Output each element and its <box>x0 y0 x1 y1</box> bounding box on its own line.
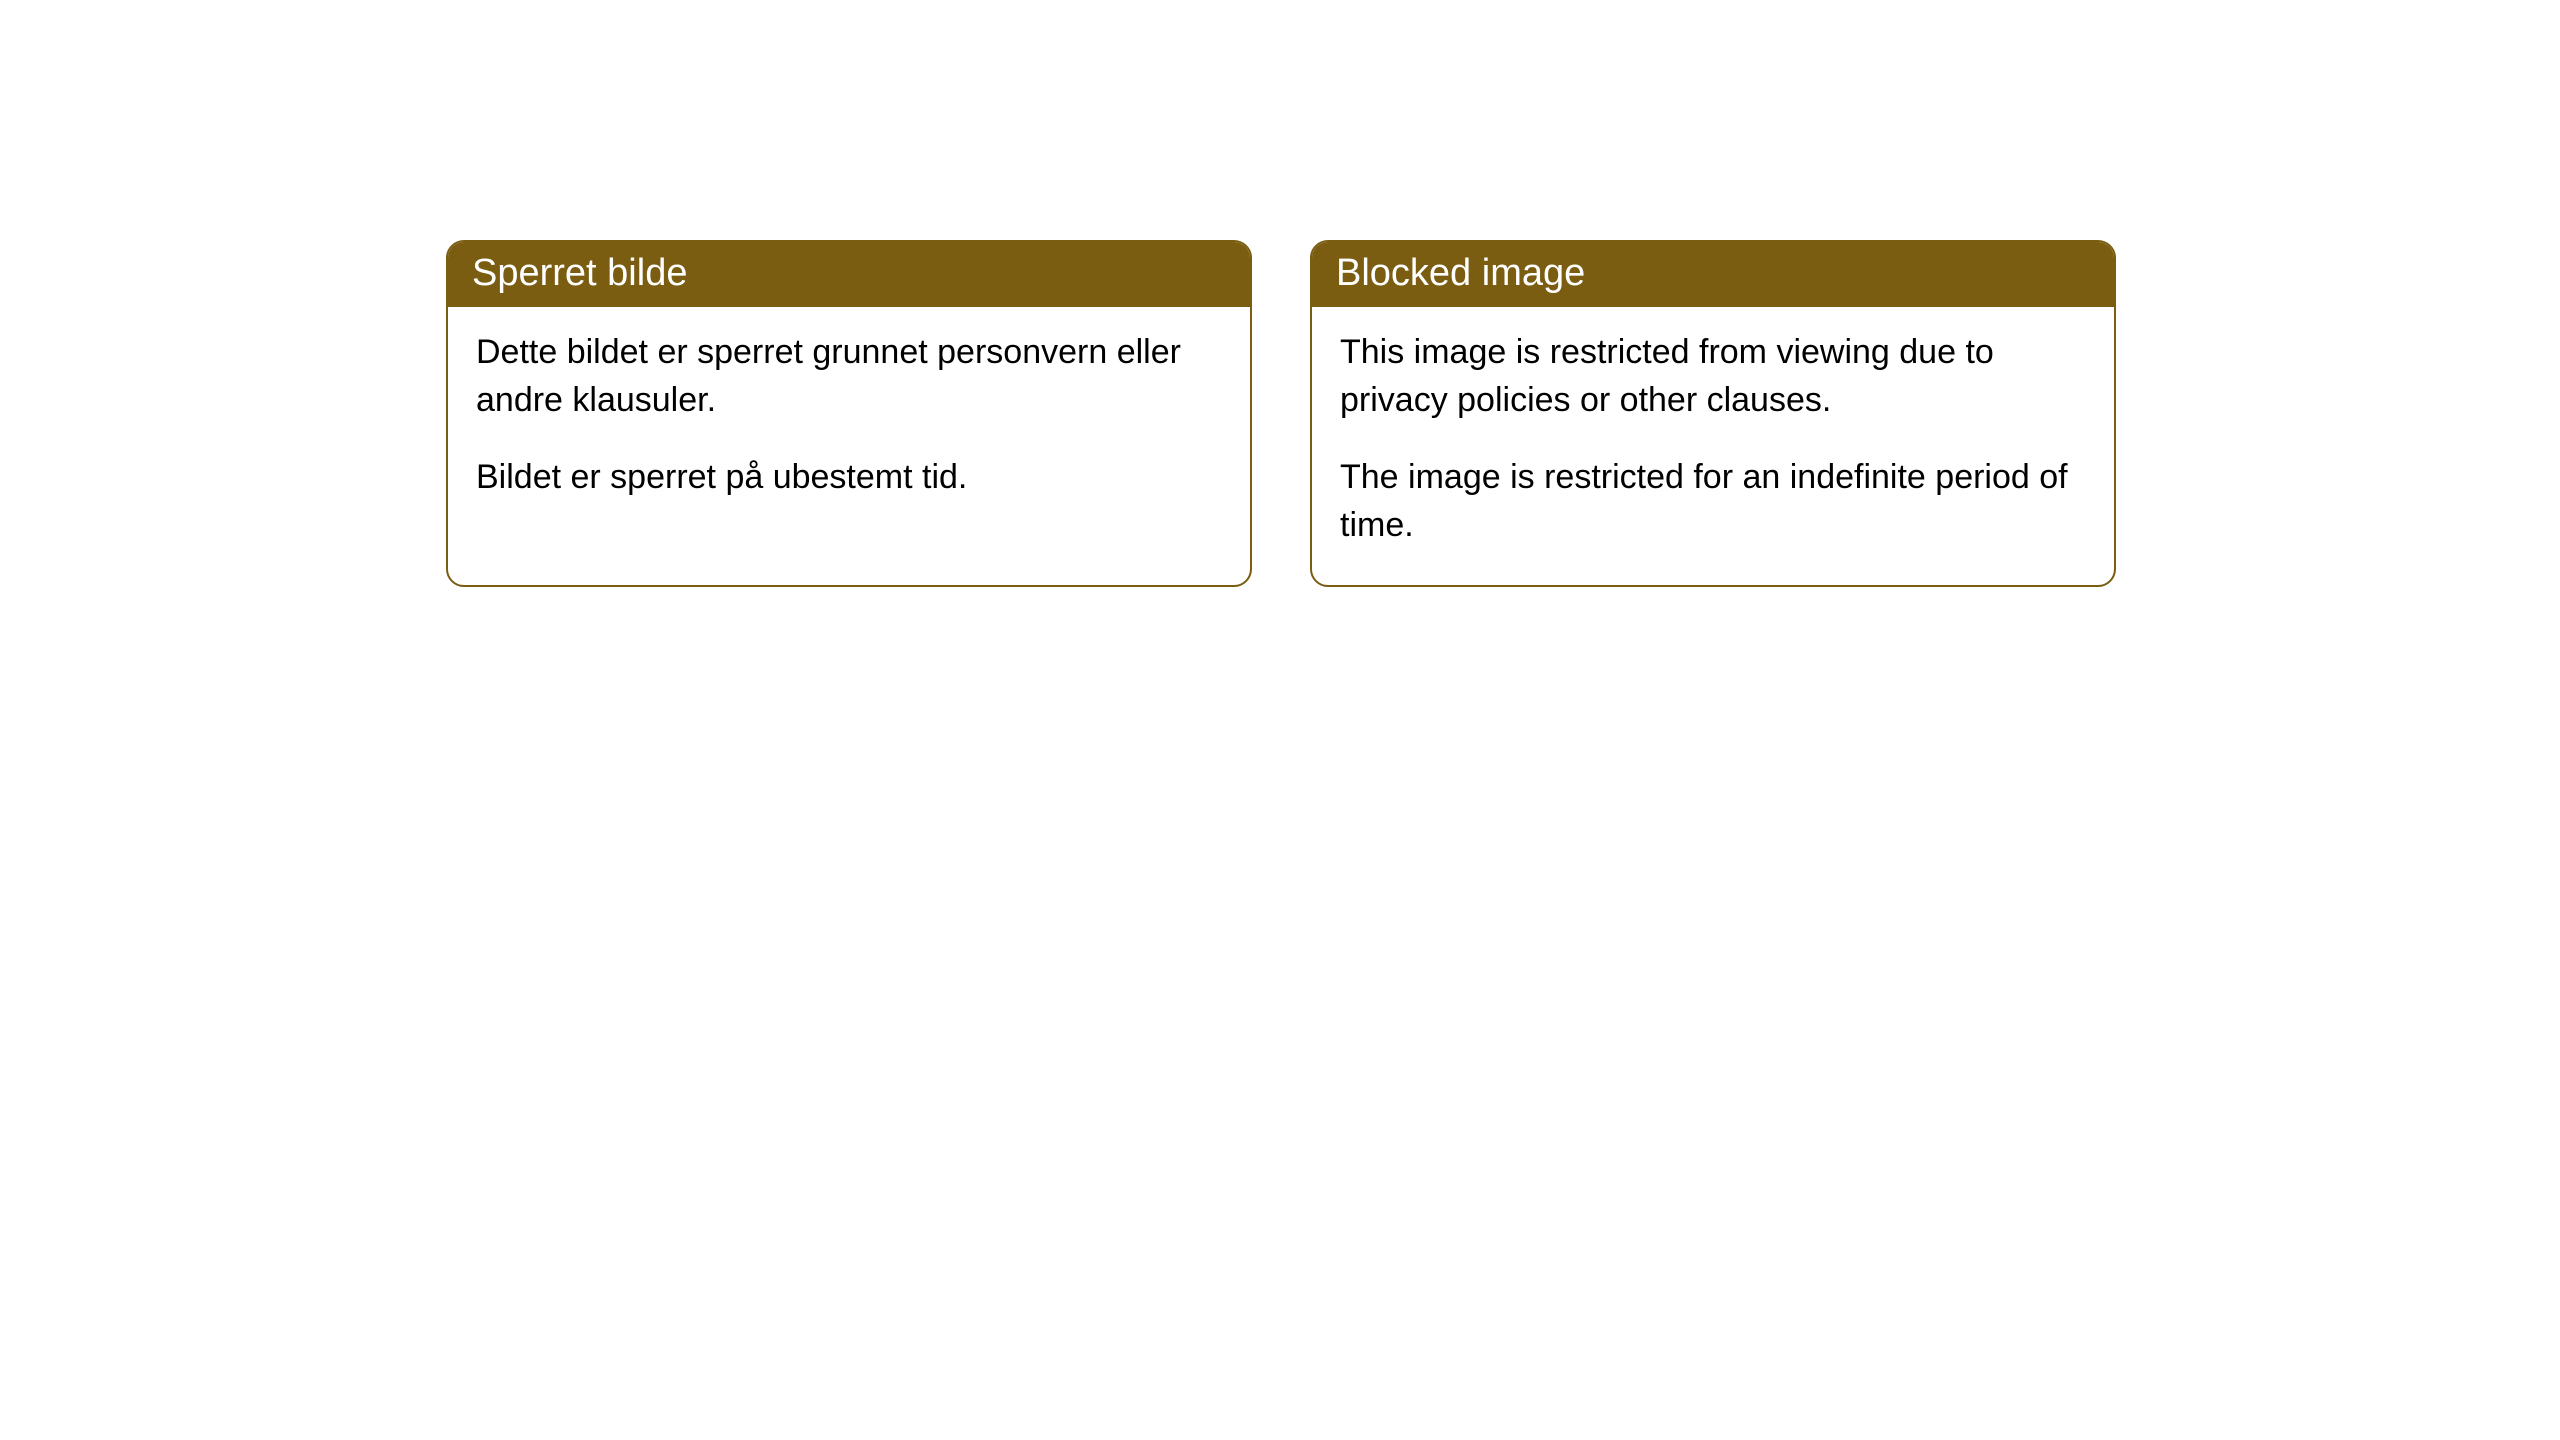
card-header-norwegian: Sperret bilde <box>448 242 1250 307</box>
card-paragraph-2-norwegian: Bildet er sperret på ubestemt tid. <box>476 454 1222 502</box>
card-body-english: This image is restricted from viewing du… <box>1312 307 2114 585</box>
card-paragraph-1-norwegian: Dette bildet er sperret grunnet personve… <box>476 329 1222 424</box>
card-norwegian: Sperret bilde Dette bildet er sperret gr… <box>446 240 1252 587</box>
card-paragraph-2-english: The image is restricted for an indefinit… <box>1340 454 2086 549</box>
cards-container: Sperret bilde Dette bildet er sperret gr… <box>446 240 2116 587</box>
card-body-norwegian: Dette bildet er sperret grunnet personve… <box>448 307 1250 538</box>
card-header-english: Blocked image <box>1312 242 2114 307</box>
card-paragraph-1-english: This image is restricted from viewing du… <box>1340 329 2086 424</box>
card-english: Blocked image This image is restricted f… <box>1310 240 2116 587</box>
